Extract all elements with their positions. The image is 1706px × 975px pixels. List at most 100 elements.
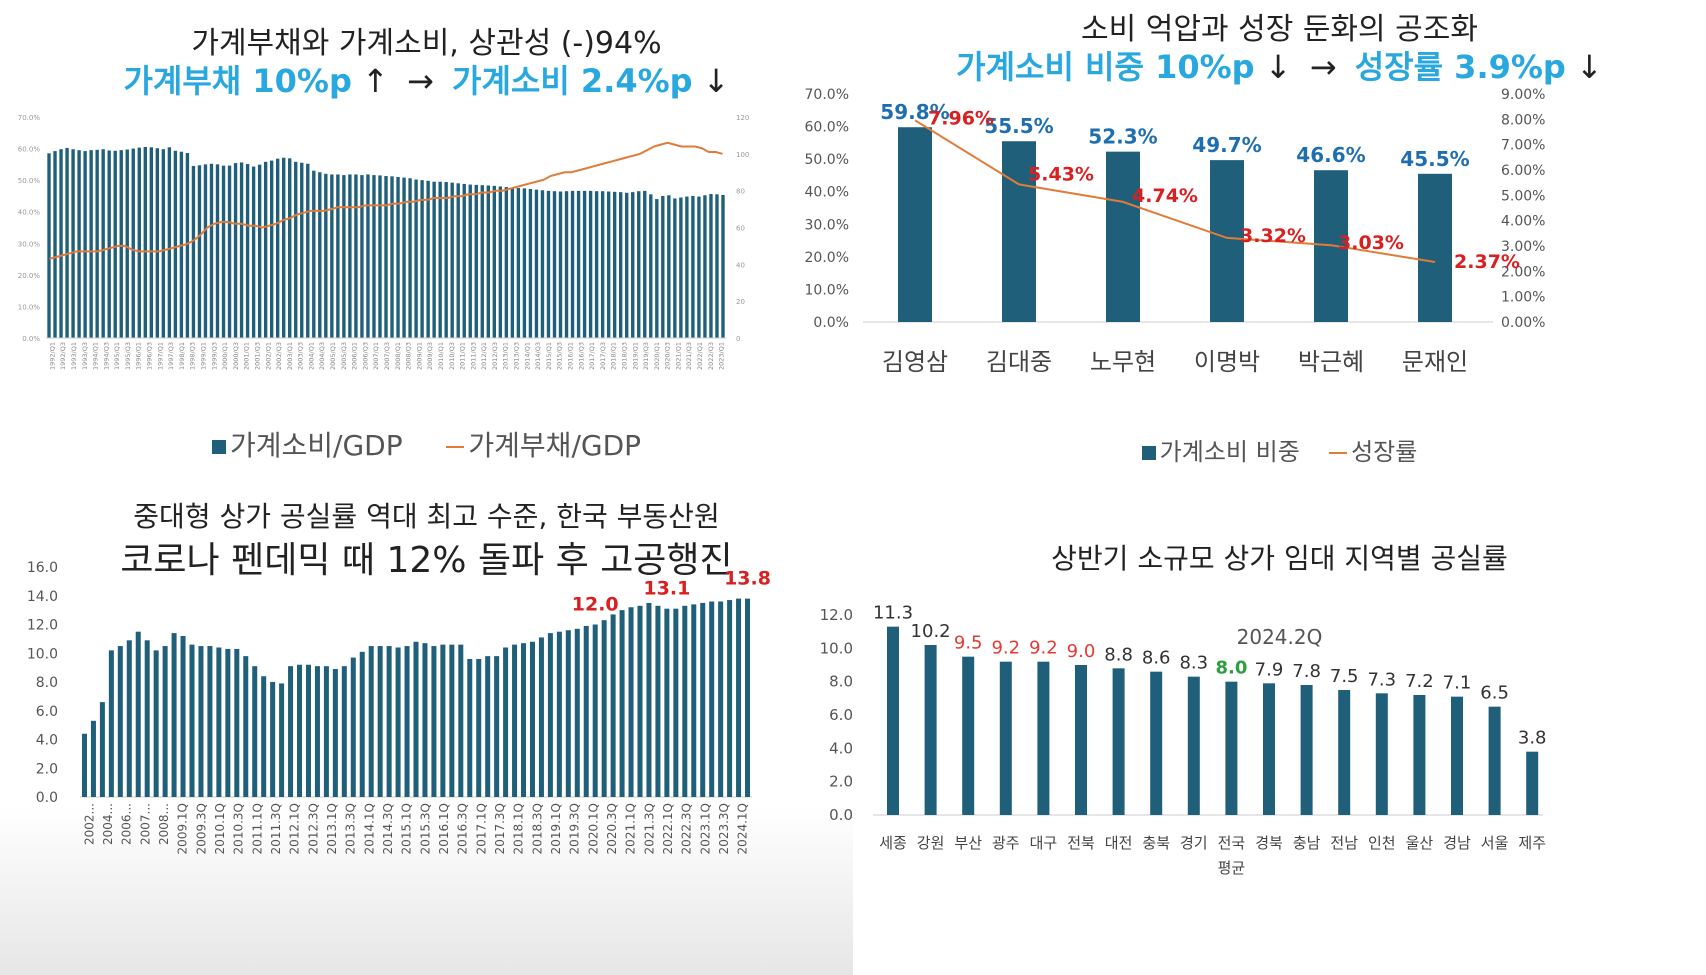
legend-line-swatch <box>1329 452 1348 454</box>
x-tick-label: 2014/Q3 <box>534 342 542 370</box>
bar-vacancy <box>297 664 303 797</box>
bar-vacancy <box>413 641 419 797</box>
y-tick-label: 4.0 <box>36 733 58 749</box>
bar-vacancy <box>144 640 150 797</box>
bar-vacancy <box>135 631 141 797</box>
bar-consumption <box>426 180 430 338</box>
bar-region-vacancy <box>924 645 937 815</box>
right-arrow-icon: → <box>1309 48 1337 86</box>
line-data-label: 2.37% <box>1454 251 1520 273</box>
x-tick-label: 1996/Q3 <box>146 342 154 370</box>
highlight-data-label: 13.1 <box>643 578 690 600</box>
bar-vacancy <box>288 666 294 797</box>
panel2-subtitle: 가계소비 비중 10%p ↓ → 성장률 3.9%p ↓ <box>853 42 1706 88</box>
bar-vacancy <box>359 651 365 797</box>
x-category-label: 경기 <box>1180 834 1208 852</box>
x-tick-label: 2024.1Q <box>736 803 750 854</box>
x-category-label: 전북 <box>1067 834 1095 852</box>
bar-data-label: 45.5% <box>1400 147 1469 171</box>
x-tick-label: 2020.1Q <box>586 803 600 854</box>
x-category-label: 박근혜 <box>1298 348 1364 376</box>
x-category-label: 제주 <box>1518 834 1546 852</box>
y-left-tick-label: 70.0% <box>805 87 849 103</box>
bar-vacancy <box>655 605 661 797</box>
chart-consumption-vs-growth: 0.0% 10.0% 20.0% 30.0% 40.0% 50.0% 60.0% 70.0% 0… <box>805 87 1546 376</box>
bar-consumption <box>390 176 394 338</box>
panel4-title: 상반기 소규모 상가 임대 지역별 공실률 <box>853 537 1706 577</box>
bar-data-label: 7.3 <box>1367 669 1396 690</box>
panel1-subtitle: 가계부채 10%p ↑ → 가계소비 2.4%p ↓ <box>0 56 853 102</box>
x-tick-label: 2010/Q1 <box>437 342 445 370</box>
y-tick-label: 12.0 <box>27 618 58 634</box>
x-tick-label: 2022.3Q <box>680 803 694 854</box>
x-tick-label: 2021.3Q <box>642 803 656 854</box>
bar-consumption <box>257 164 262 338</box>
panel4-title-text: 상반기 소규모 상가 임대 지역별 공실률 <box>1051 542 1508 575</box>
bar-consumption <box>119 150 123 338</box>
x-tick-label: 2008... <box>157 803 171 845</box>
y-right-tick-label: 0 <box>736 335 740 343</box>
bar-consumption-share <box>898 127 932 322</box>
bar-consumption <box>528 188 533 338</box>
bar-vacancy <box>503 647 509 797</box>
x-tick-label: 2016.3Q <box>456 803 470 854</box>
x-tick-label: 1997/Q3 <box>167 342 175 370</box>
x-tick-label: 2006/Q1 <box>351 342 359 370</box>
bar-consumption-share <box>1106 151 1140 322</box>
bar-vacancy <box>547 633 553 797</box>
bar-consumption <box>552 191 557 338</box>
legend-consumption-label: 가계소비/GDP <box>229 429 403 462</box>
x-tick-label: 2020/Q3 <box>664 342 672 370</box>
bar-consumption <box>691 195 695 338</box>
bar-vacancy <box>171 633 177 797</box>
bar-vacancy <box>476 659 482 797</box>
bar-region-vacancy <box>1375 693 1388 815</box>
bar-consumption <box>649 194 653 338</box>
x-tick-label: 2013.1Q <box>325 803 339 854</box>
line-data-label: 5.43% <box>1028 163 1094 185</box>
x-tick-label: 2017.3Q <box>493 803 507 854</box>
bar-vacancy <box>637 605 643 797</box>
x-tick-label: 2006/Q3 <box>361 342 369 370</box>
bar-region-vacancy <box>1150 671 1163 815</box>
y-right-tick-label: 40 <box>736 261 745 269</box>
bar-vacancy <box>332 669 338 797</box>
x-tick-label: 2012.3Q <box>306 803 320 854</box>
bar-consumption <box>564 191 569 338</box>
y-left-tick-label: 30.0% <box>18 240 41 248</box>
bar-consumption <box>324 173 328 338</box>
bar-vacancy <box>709 601 715 797</box>
bar-consumption <box>275 158 280 338</box>
x-category-label: 충남 <box>1293 834 1321 852</box>
x-tick-label: 1993/Q1 <box>70 342 78 370</box>
bar-vacancy <box>431 646 437 797</box>
bar-vacancy <box>341 666 347 797</box>
line-data-label: 3.03% <box>1338 232 1404 254</box>
x-tick-label: 2023/Q1 <box>718 342 726 370</box>
x-tick-label: 2018/Q3 <box>620 342 628 370</box>
bar-vacancy <box>323 666 329 797</box>
x-tick-label: 2008/Q1 <box>394 342 402 370</box>
x-tick-label: 2010.1Q <box>213 803 227 854</box>
bar-consumption <box>468 184 472 338</box>
x-tick-label: 2000/Q1 <box>221 342 229 370</box>
bar-data-label: 8.6 <box>1142 648 1171 669</box>
x-tick-label: 2017/Q1 <box>588 342 596 370</box>
bar-consumption <box>637 191 641 338</box>
bar-consumption <box>588 190 593 338</box>
line-data-label: 7.96% <box>928 107 994 129</box>
y-right-tick-label: 100 <box>736 151 749 159</box>
bar-consumption <box>167 147 172 338</box>
x-tick-label: 2020.3Q <box>605 803 619 854</box>
bar-consumption <box>161 149 166 338</box>
y-right-tick-label: 60 <box>736 225 745 233</box>
bar-vacancy <box>664 608 670 797</box>
bar-vacancy <box>529 641 535 797</box>
x-tick-label: 2015.1Q <box>400 803 414 854</box>
bar-vacancy <box>404 646 410 797</box>
bar-vacancy <box>646 602 652 797</box>
bar-consumption <box>558 191 563 338</box>
bar-region-vacancy <box>1526 751 1539 815</box>
x-tick-label: 2016/Q3 <box>577 342 585 370</box>
bar-consumption <box>372 175 376 338</box>
